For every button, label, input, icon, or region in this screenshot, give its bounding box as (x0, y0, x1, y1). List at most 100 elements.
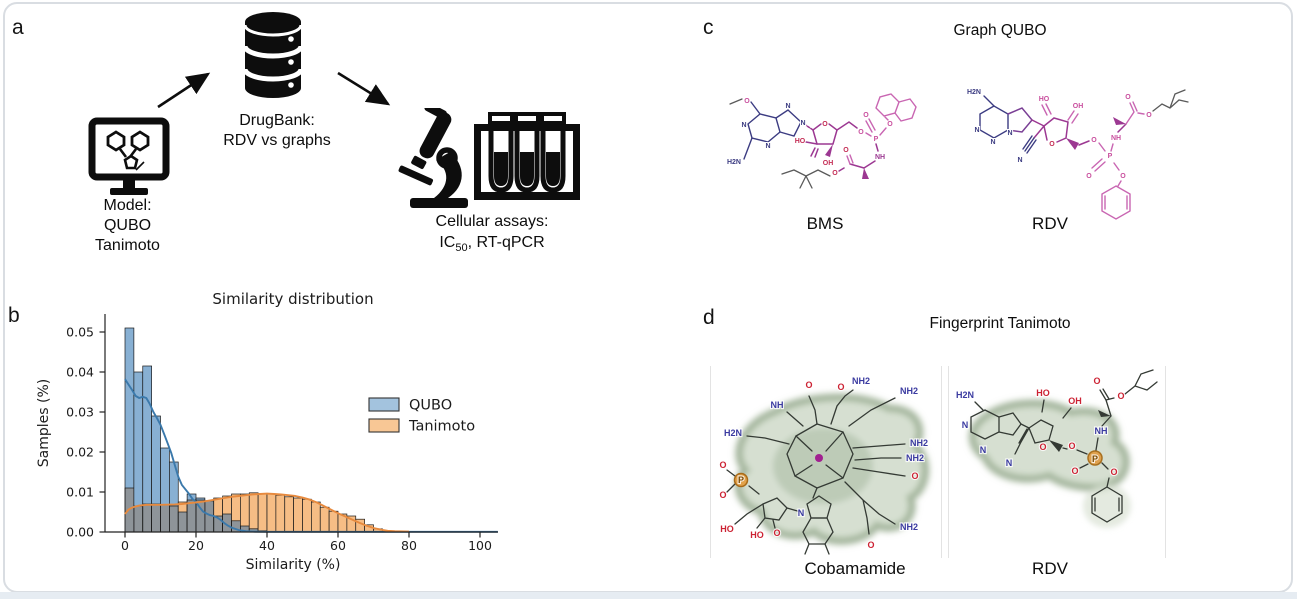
model-caption-line1: Model: (103, 197, 152, 214)
atom-label: HO (750, 530, 764, 540)
test-tubes-icon (474, 112, 580, 200)
histogram-overlap-bar (231, 520, 241, 532)
assays-caption-line1: Cellular assays: (435, 213, 549, 230)
y-tick-label: 0.01 (66, 485, 94, 500)
atom-label: NH (1111, 135, 1121, 142)
atom-label: O (1071, 466, 1078, 476)
panel-d-title: Fingerprint Tanimoto (929, 315, 1071, 332)
atom-label: H2N (967, 89, 981, 96)
bms-caption: BMS (806, 214, 844, 233)
histogram-bar (125, 328, 134, 532)
histogram-bar (240, 494, 250, 532)
model-caption-line2: QUBO (103, 217, 152, 234)
atom-label: OH (1073, 103, 1084, 110)
ic50-subscript: 50 (455, 242, 468, 255)
atom-label: N (785, 103, 790, 110)
atom-label: N (974, 127, 979, 134)
atom-label: HO (795, 138, 806, 145)
atom-label: P (1092, 454, 1098, 464)
atom-label: O (858, 129, 864, 136)
histogram-bar (258, 493, 267, 532)
histogram-bar (249, 492, 259, 532)
histogram-overlap-bar (178, 512, 188, 532)
x-axis-label: Similarity (%) (246, 557, 341, 573)
histogram-bar (293, 498, 303, 532)
atom-label: NH2 (906, 453, 924, 463)
atom-label: O (1091, 137, 1097, 144)
legend-swatch-qubo (368, 397, 400, 412)
atom-label: HO (720, 524, 734, 534)
legend-label: Tanimoto (408, 419, 475, 435)
assays-caption-line2: IC50, RT-qPCR (439, 234, 545, 255)
monitor-model-icon (88, 117, 170, 195)
atom-label: NH (875, 154, 885, 161)
histogram-overlap-bar (160, 504, 170, 532)
atom-label: N (990, 139, 995, 146)
cobamamide-caption: Cobamamide (804, 559, 906, 578)
atom-label: HO (1039, 96, 1050, 103)
page-bottom-strip (0, 592, 1297, 599)
histogram-overlap-bar (196, 500, 205, 532)
y-tick-label: 0.00 (66, 525, 94, 540)
atom-label: O (1125, 94, 1131, 101)
histogram-overlap-bar (204, 500, 214, 532)
histogram-bar (346, 516, 356, 532)
atom-label: NH (1095, 426, 1108, 436)
histogram-overlap-bar (222, 514, 232, 532)
rdv-fingerprint-image: H2N N N HO OH N O O P O O NH O O (948, 366, 1166, 558)
histogram-overlap-bar (187, 500, 196, 532)
atom-label: O (843, 147, 849, 154)
histogram-overlap-bar (213, 516, 223, 532)
atom-label: H2N (956, 390, 974, 400)
rdv-molecule-structure: H2N N N N HO OH O N O P O O NH O O (966, 88, 1189, 220)
atom-label: N (765, 143, 770, 150)
atom-label: H2N (727, 159, 741, 166)
figure-card (3, 2, 1293, 593)
x-tick-label: 100 (468, 538, 492, 553)
rdv-fingerprint-caption: RDV (1032, 559, 1068, 578)
kde-line-tanimoto (124, 492, 410, 533)
histogram-bar (364, 524, 374, 532)
atom-label: O (805, 380, 812, 390)
cobamamide-fingerprint-image: O NH O NH2 NH2 H2N NH2 NH2 O O P O HO HO… (710, 366, 942, 558)
x-tick-label: 60 (330, 538, 346, 553)
phosphorus-highlight-icon (1087, 450, 1103, 466)
histogram-bar (373, 528, 383, 532)
phosphorus-highlight-icon (733, 472, 749, 488)
histogram-bar (355, 519, 365, 532)
x-tick-label: 40 (259, 538, 275, 553)
atom-label: NH2 (900, 386, 918, 396)
histogram-bar (151, 416, 161, 532)
atom-label: N (1017, 157, 1022, 164)
histogram-bar (284, 496, 294, 532)
atom-label: P (738, 475, 744, 485)
histogram-bar (142, 366, 152, 532)
molecule-hexagon-icon (130, 130, 150, 152)
histogram-bar (275, 495, 285, 532)
atom-label: O (1049, 141, 1055, 148)
database-icon (242, 12, 304, 98)
atom-label: O (863, 112, 869, 119)
panel-b-label: b (8, 304, 20, 327)
y-tick-label: 0.03 (66, 405, 94, 420)
drugbank-caption-line2: RDV vs graphs (223, 132, 331, 149)
molecule-hexagon-icon (106, 130, 126, 152)
histogram-overlap-bar (240, 526, 250, 532)
bms-molecule-structure: O N N N N H2N HO O OH O O P O NH O O (726, 93, 917, 189)
y-tick-label: 0.04 (66, 365, 94, 380)
atom-label: O (719, 490, 726, 500)
x-tick-label: 20 (188, 538, 204, 553)
drugbank-caption-line1: DrugBank: (239, 112, 315, 129)
histogram-bar (329, 511, 338, 532)
atom-label: P (874, 136, 879, 143)
kde-line-qubo (124, 378, 498, 533)
atom-label: N (741, 122, 746, 129)
histogram-bar (169, 462, 179, 532)
chart-title: Similarity distribution (212, 290, 373, 308)
arrow-model-to-db-icon (157, 72, 211, 109)
atom-label: O (837, 382, 844, 392)
atom-label: O (887, 121, 893, 128)
atom-label: N (798, 508, 805, 518)
panel-d-label: d (703, 306, 715, 329)
x-tick-label: 0 (121, 538, 129, 553)
